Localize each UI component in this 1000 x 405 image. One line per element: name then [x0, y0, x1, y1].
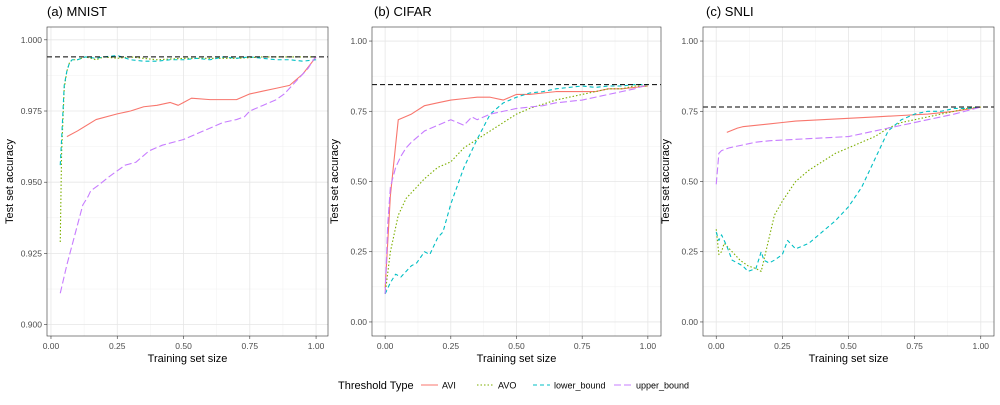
panel-2: 0.00 0.25 0.50 0.75 1.00 0.00 0.25 0.50 0.75 1.00…: [329, 4, 662, 365]
x-tick-label: 0.75: [242, 341, 259, 351]
legend: Threshold Type AVI AVO lower_bound upper_bo…: [338, 380, 689, 392]
x-axis-title: Training set size: [148, 353, 228, 365]
x-axis-title: Training set size: [809, 353, 889, 365]
legend-entry-AVI: AVI: [421, 381, 456, 391]
panel-title: (c) SNLI: [706, 4, 754, 19]
y-tick-label: 1.00: [350, 36, 367, 46]
y-tick-label: 0.925: [21, 248, 43, 258]
y-tick-label: 0.50: [350, 177, 367, 187]
panels: 0.00 0.25 0.50 0.75 1.00 0.900 0.925 0.950 0.975…: [4, 4, 995, 365]
series-line-AVO: [59, 56, 317, 243]
x-tick-label: 0.75: [906, 341, 923, 351]
y-tick-label: 0.00: [350, 317, 367, 327]
panel-title: (a) MNIST: [47, 4, 107, 19]
x-tick-label: 1.00: [972, 341, 989, 351]
x-tick-label: 0.50: [840, 341, 857, 351]
legend-entry-upper-bound: upper_bound: [614, 381, 689, 391]
y-tick-label: 1.00: [681, 36, 698, 46]
legend-label: AVI: [442, 381, 456, 391]
panel-border: [46, 26, 329, 337]
legend-label: AVO: [498, 381, 516, 391]
y-tick-label: 1.000: [21, 35, 43, 45]
y-axis-title: Test set accuracy: [329, 139, 341, 224]
y-tick-label: 0.950: [21, 177, 43, 187]
x-tick-label: 1.00: [308, 341, 325, 351]
x-tick-label: 0.75: [574, 341, 591, 351]
x-tick-label: 0.25: [443, 341, 460, 351]
series-line-AVI: [66, 56, 317, 138]
y-axis-title: Test set accuracy: [660, 139, 672, 224]
panel-3: 0.00 0.25 0.50 0.75 1.00 0.00 0.25 0.50 0.75 1.00…: [660, 4, 995, 365]
y-tick-label: 0.00: [681, 317, 698, 327]
x-axis-title: Training set size: [477, 353, 557, 365]
x-tick-label: 1.00: [640, 341, 657, 351]
panel-1: 0.00 0.25 0.50 0.75 1.00 0.900 0.925 0.950 0.975…: [4, 4, 329, 365]
x-tick-label: 0.00: [377, 341, 394, 351]
y-axis-title: Test set accuracy: [4, 139, 16, 224]
series-line-upper-bound: [384, 84, 649, 294]
y-tick-label: 0.25: [350, 247, 367, 257]
panel-title: (b) CIFAR: [374, 4, 432, 19]
x-tick-label: 0.50: [175, 341, 192, 351]
series-line-lower-bound: [384, 84, 648, 295]
legend-label: upper_bound: [636, 381, 689, 391]
y-tick-label: 0.75: [681, 106, 698, 116]
y-tick-label: 0.75: [350, 106, 367, 116]
legend-title: Threshold Type: [338, 380, 414, 392]
x-tick-label: 0.00: [43, 341, 60, 351]
y-tick-label: 0.975: [21, 106, 43, 116]
x-tick-label: 0.25: [109, 341, 126, 351]
series-line-AVI: [384, 85, 648, 289]
series-line-AVI: [726, 106, 981, 133]
legend-entry-lower-bound: lower_bound: [533, 381, 606, 391]
series-line-upper-bound: [715, 106, 981, 185]
x-tick-label: 0.00: [708, 341, 725, 351]
y-tick-label: 0.50: [681, 177, 698, 187]
y-tick-label: 0.900: [21, 320, 43, 330]
legend-label: lower_bound: [554, 381, 606, 391]
x-tick-label: 0.50: [508, 341, 525, 351]
x-tick-label: 0.25: [774, 341, 791, 351]
plot-area: [47, 27, 328, 336]
y-tick-label: 0.25: [681, 247, 698, 257]
legend-entry-AVO: AVO: [477, 381, 516, 391]
series-line-AVO: [715, 106, 981, 272]
legend-entries: AVI AVO lower_bound upper_bound: [421, 381, 689, 391]
